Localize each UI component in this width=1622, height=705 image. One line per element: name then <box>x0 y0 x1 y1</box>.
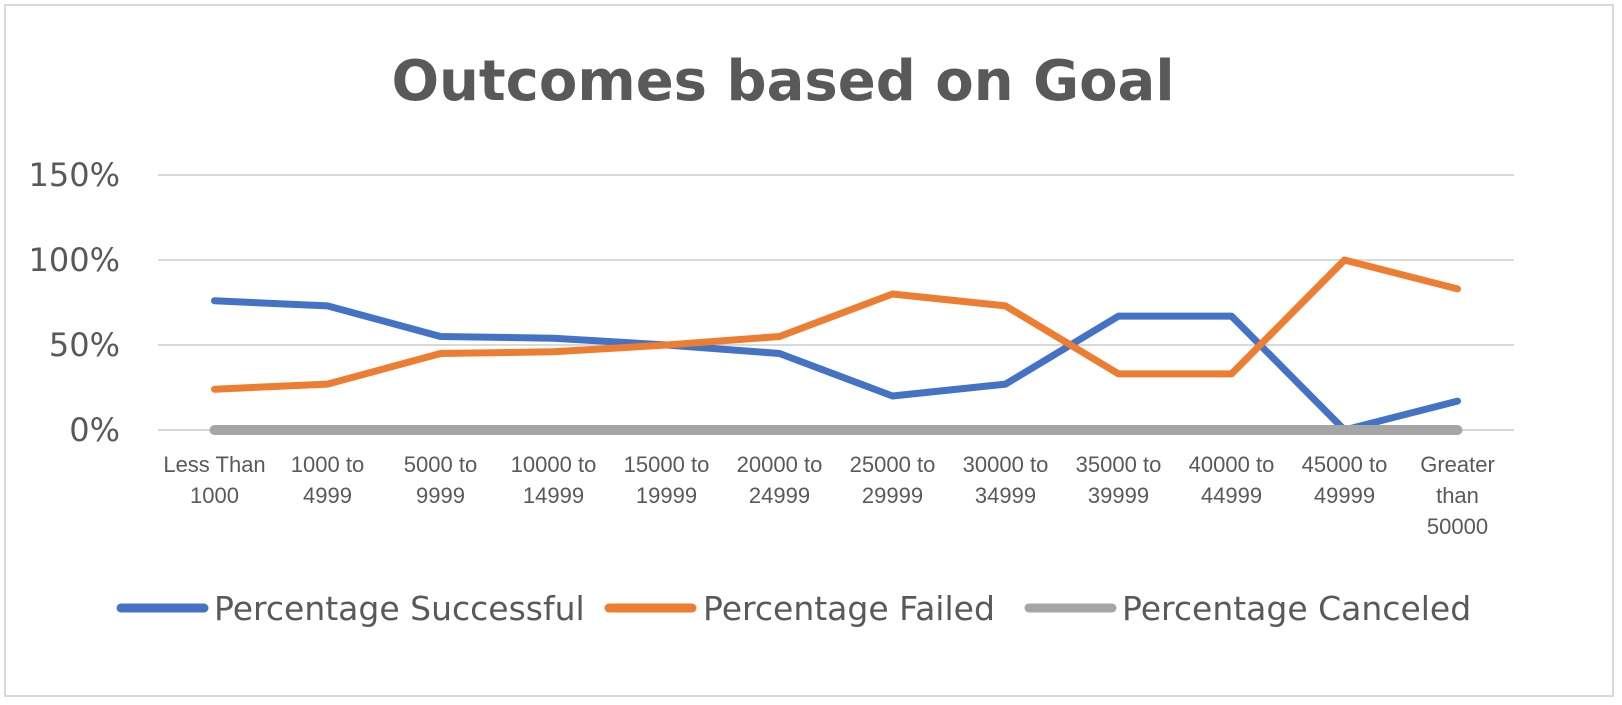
x-tick-label: 30000 to 34999 <box>963 452 1049 508</box>
x-tick-label: 25000 to 29999 <box>850 452 936 508</box>
x-tick-label: Less Than 1000 <box>163 452 265 508</box>
x-tick-label: Greater than 50000 <box>1420 452 1495 539</box>
x-tick-label: 40000 to 44999 <box>1189 452 1275 508</box>
chart-title: Outcomes based on Goal <box>391 49 1174 114</box>
legend-label: Percentage Successful <box>214 589 585 628</box>
series-line-percentage-failed <box>211 256 1461 393</box>
legend-label: Percentage Canceled <box>1122 589 1471 628</box>
x-tick-label: 10000 to 14999 <box>511 452 597 508</box>
x-tick-label: 15000 to 19999 <box>624 452 710 508</box>
x-tick-label: 1000 to 4999 <box>291 452 364 508</box>
x-tick-label: 20000 to 24999 <box>737 452 823 508</box>
x-tick-label: 45000 to 49999 <box>1302 452 1388 508</box>
series-line-percentage-successful <box>211 297 1461 434</box>
legend: Percentage Successful Percentage Failed Pe… <box>116 589 1471 628</box>
y-tick-label: 0% <box>69 411 120 449</box>
x-axis-ticks: Less Than 1000 1000 to 4999 5000 to 9999 10000… <box>163 452 1494 539</box>
x-tick-label: 35000 to 39999 <box>1076 452 1162 508</box>
chart-area <box>4 4 1614 697</box>
y-tick-label: 100% <box>29 241 120 279</box>
legend-label: Percentage Failed <box>703 589 995 628</box>
y-tick-label: 150% <box>29 156 120 194</box>
y-axis-ticks: 0% 50% 100% 150% <box>29 156 120 449</box>
series-lines <box>209 256 1463 435</box>
y-tick-label: 50% <box>49 326 120 364</box>
x-tick-label: 5000 to 9999 <box>404 452 477 508</box>
